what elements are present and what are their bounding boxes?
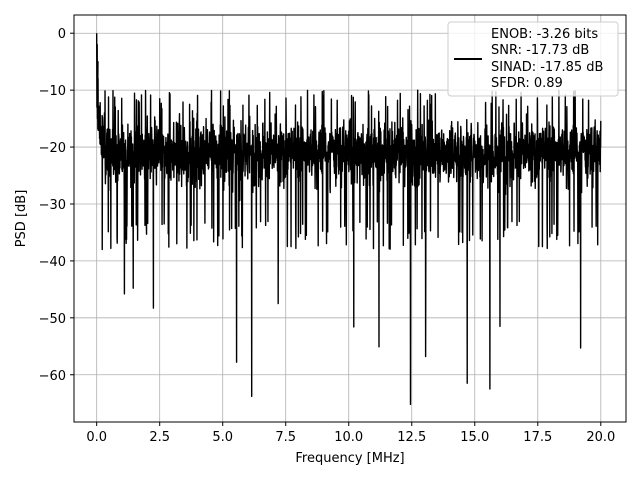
y-tick-label: −30 (39, 198, 66, 213)
x-tick-label: 15.0 (460, 430, 489, 445)
plot-frame (73, 14, 627, 423)
y-tick-label: −10 (39, 84, 66, 99)
y-tick-label: −20 (39, 141, 66, 156)
y-tick-label: −60 (39, 369, 66, 384)
x-tick-label: 7.5 (275, 430, 296, 445)
y-tick-label: −50 (39, 312, 66, 327)
legend: ENOB: -3.26 bits SNR: -17.73 dB SINAD: -… (447, 21, 619, 97)
x-axis-label: Frequency [MHz] (295, 451, 404, 466)
x-tick-label: 5.0 (212, 430, 233, 445)
x-tick-label: 2.5 (149, 430, 170, 445)
legend-snr: SNR: -17.73 dB (491, 43, 589, 58)
legend-enob: ENOB: -3.26 bits (491, 27, 598, 42)
psd-line (95, 33, 602, 406)
legend-box (447, 21, 619, 97)
x-tick-label: 10.0 (334, 430, 363, 445)
y-tick-label: −40 (39, 255, 66, 270)
x-tick-label: 17.5 (523, 430, 552, 445)
x-tick-label: 0.0 (86, 430, 107, 445)
psd-series (95, 33, 602, 406)
y-axis-label: PSD [dB] (14, 190, 29, 248)
legend-sinad: SINAD: -17.85 dB (491, 60, 603, 75)
x-tick-label: 20.0 (586, 430, 615, 445)
y-tick-label: 0 (58, 27, 66, 42)
axis-ticks: 0.0 2.5 5.0 7.5 10.0 12.5 15.0 17.5 20.0 0 −10 −20 −… (39, 27, 616, 445)
x-tick-label: 12.5 (397, 430, 426, 445)
legend-sfdr: SFDR: 0.89 (491, 76, 563, 91)
